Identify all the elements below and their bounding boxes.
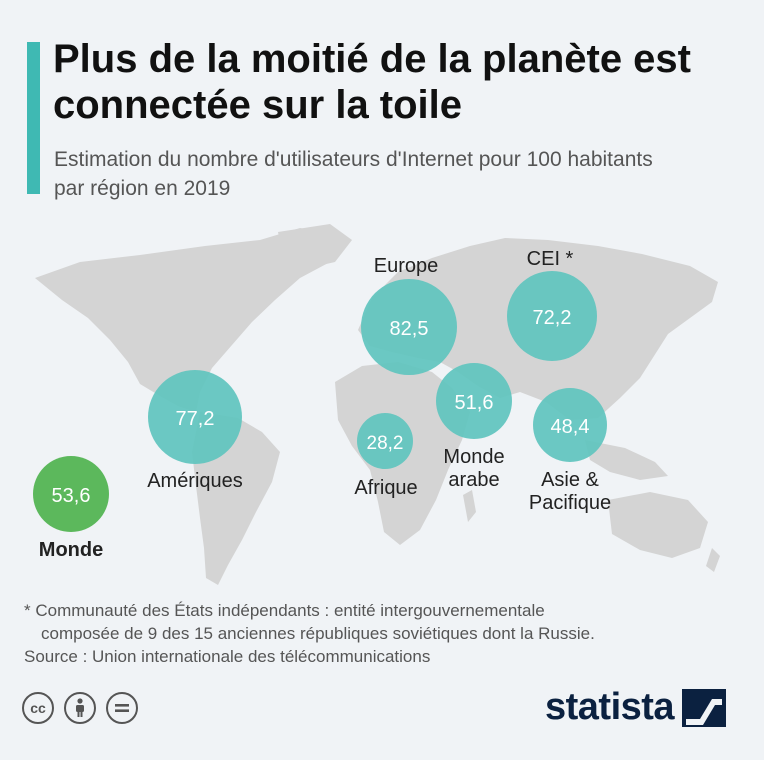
bubbles: 82,5 72,2 77,2 28,2 51,6 48,4 53,6 [33, 271, 607, 532]
label-afrique: Afrique [354, 477, 417, 499]
equals-glyph [115, 704, 129, 712]
north-america-shape [35, 228, 345, 412]
label-ameriques: Amériques [147, 470, 243, 492]
no-derivatives-icon[interactable] [106, 692, 138, 724]
cc-icon[interactable]: cc [22, 692, 54, 724]
chart-subtitle: Estimation du nombre d'utilisateurs d'In… [54, 148, 653, 200]
footnote-line-2: composée de 9 des 15 anciennes républiqu… [41, 624, 595, 643]
label-cei: CEI * [527, 248, 574, 270]
value-europe: 82,5 [390, 318, 429, 340]
world-map: 82,5 72,2 77,2 28,2 51,6 48,4 53,6 Europ… [33, 224, 720, 585]
value-afrique: 28,2 [367, 433, 404, 454]
label-monde: Monde [39, 539, 103, 561]
australia-shape [608, 492, 708, 558]
label-asie-2: Pacifique [529, 492, 611, 514]
statista-logo[interactable]: statista [545, 686, 727, 729]
bubble-europe [361, 279, 457, 375]
value-monde: 53,6 [52, 485, 91, 507]
footnote-line-1: * Communauté des États indépendants : en… [24, 601, 545, 620]
madagascar-shape [463, 490, 476, 522]
southeast-asia-shape [585, 440, 668, 480]
bubble-monde-arabe [436, 363, 512, 439]
bubble-afrique [357, 413, 413, 469]
bubble-cei [507, 271, 597, 361]
bubble-ameriques [148, 370, 242, 464]
new-zealand-shape [706, 548, 720, 572]
continents [35, 224, 720, 585]
label-monde-arabe-2: arabe [448, 469, 499, 491]
statista-mark-icon [682, 688, 727, 727]
brand-name: statista [545, 686, 675, 728]
label-asie-1: Asie & [541, 469, 599, 491]
value-monde-arabe: 51,6 [455, 392, 494, 414]
bubble-asie-pacifique [533, 388, 607, 462]
attribution-icon[interactable] [64, 692, 96, 724]
chart-title: Plus de la moitié de la planète est conn… [53, 37, 691, 127]
value-ameriques: 77,2 [176, 408, 215, 430]
license-icons: cc [22, 692, 138, 724]
bubble-monde [33, 456, 109, 532]
greenland-shape [278, 224, 352, 270]
title-accent-bar [27, 42, 40, 194]
source-text: Source : Union internationale des téléco… [24, 647, 431, 666]
label-europe: Europe [374, 255, 439, 277]
region-labels: Europe CEI * Amériques Afrique Monde ara… [39, 248, 611, 561]
person-glyph [76, 698, 84, 717]
value-cei: 72,2 [533, 307, 572, 329]
value-asie-pacifique: 48,4 [551, 416, 590, 438]
footnote: * Communauté des États indépendants : en… [24, 599, 744, 668]
label-monde-arabe-1: Monde [443, 446, 504, 468]
